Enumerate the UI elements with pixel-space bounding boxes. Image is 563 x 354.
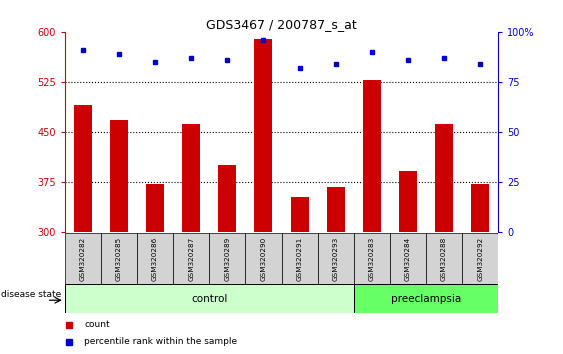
Text: GSM320289: GSM320289 [224, 236, 230, 281]
Bar [426, 233, 462, 285]
Text: preeclampsia: preeclampsia [391, 294, 461, 304]
Bar [363, 80, 381, 232]
Text: control: control [191, 294, 227, 304]
Bar [390, 233, 426, 285]
Text: GSM320293: GSM320293 [333, 236, 339, 281]
Text: GSM320282: GSM320282 [80, 236, 86, 281]
Bar [182, 124, 200, 232]
Bar [435, 124, 453, 232]
Bar [65, 284, 354, 313]
Text: GSM320286: GSM320286 [152, 236, 158, 281]
Bar [65, 233, 101, 285]
Text: GSM320290: GSM320290 [261, 236, 266, 281]
Bar [245, 233, 282, 285]
Bar [291, 197, 309, 232]
Bar [471, 184, 489, 232]
Title: GDS3467 / 200787_s_at: GDS3467 / 200787_s_at [206, 18, 357, 31]
Bar [462, 233, 498, 285]
Bar [318, 233, 354, 285]
Text: GSM320287: GSM320287 [188, 236, 194, 281]
Bar [282, 233, 318, 285]
Text: GSM320288: GSM320288 [441, 236, 447, 281]
Bar [399, 171, 417, 232]
Bar [101, 233, 137, 285]
Bar [173, 233, 209, 285]
Text: GSM320285: GSM320285 [116, 236, 122, 281]
Bar [254, 39, 272, 232]
Bar [209, 233, 245, 285]
Text: disease state: disease state [1, 290, 61, 299]
Text: GSM320283: GSM320283 [369, 236, 375, 281]
Bar [218, 165, 236, 232]
Bar [354, 233, 390, 285]
Bar [354, 284, 498, 313]
Bar [327, 187, 345, 232]
Bar [137, 233, 173, 285]
Text: count: count [84, 320, 110, 330]
Bar [110, 120, 128, 232]
Bar [146, 184, 164, 232]
Text: GSM320291: GSM320291 [297, 236, 302, 281]
Text: GSM320292: GSM320292 [477, 236, 483, 281]
Text: GSM320284: GSM320284 [405, 236, 411, 281]
Bar [74, 105, 92, 232]
Text: percentile rank within the sample: percentile rank within the sample [84, 337, 238, 346]
